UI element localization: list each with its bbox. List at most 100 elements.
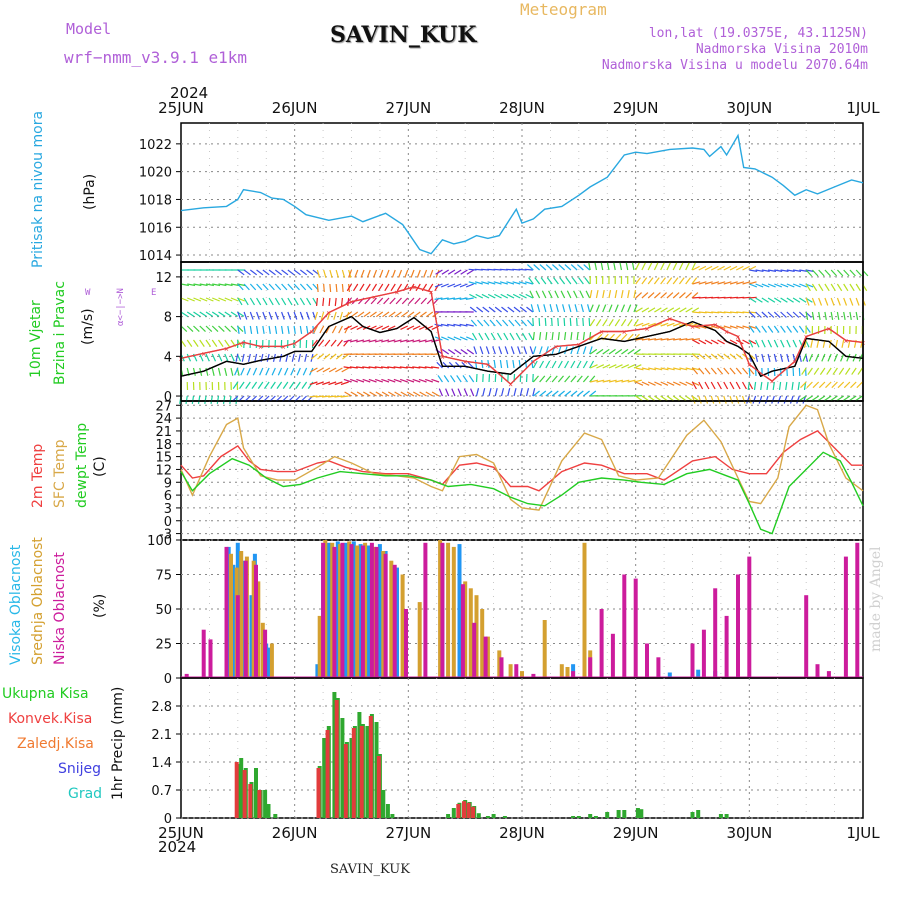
wind-barb <box>691 395 696 404</box>
wind-barb <box>729 395 734 404</box>
wind-barb <box>825 381 832 389</box>
wind-barb <box>205 311 214 317</box>
wind-barb <box>218 311 226 317</box>
bar-4-0 <box>332 692 337 818</box>
wind-barb <box>647 395 656 402</box>
bar-4-0 <box>576 816 581 818</box>
wind-barb <box>479 346 484 355</box>
wind-barb <box>783 395 788 404</box>
bar-3-1 <box>363 542 368 678</box>
wind-barb <box>551 264 559 271</box>
bar-3-1 <box>330 542 335 678</box>
wind-barb <box>224 353 229 362</box>
wind-barb <box>855 297 860 306</box>
wind-barb <box>465 283 474 288</box>
wind-barb <box>578 277 584 285</box>
wind-barb <box>723 367 730 375</box>
wind-barb <box>498 346 503 355</box>
wind-barb <box>287 311 292 320</box>
wind-barb <box>551 360 557 369</box>
wind-barb <box>545 332 548 341</box>
wind-barb <box>368 378 377 383</box>
wind-barb <box>635 277 641 285</box>
wind-barb <box>582 317 584 327</box>
wind-barb <box>406 391 415 397</box>
wind-barb <box>314 311 318 320</box>
wind-barb <box>717 353 725 360</box>
bar-4-0 <box>446 814 451 818</box>
wind-barb <box>836 395 845 401</box>
wind-barb <box>356 339 365 343</box>
bar-3-0 <box>358 544 363 678</box>
bar-4-1 <box>466 802 471 818</box>
wind-barb <box>635 381 644 386</box>
wind-barb <box>381 366 390 369</box>
wind-barb <box>249 325 253 334</box>
wind-barb <box>711 311 720 314</box>
wind-barb <box>685 338 694 341</box>
wind-barb <box>199 325 206 333</box>
wind-barb <box>504 346 509 355</box>
wind-barb <box>447 269 456 275</box>
wind-barb <box>205 367 209 376</box>
wind-barb <box>381 378 390 383</box>
wind-barb <box>217 353 223 362</box>
wind-barb <box>481 293 490 299</box>
wind-barb <box>425 311 434 318</box>
wind-barb <box>608 289 612 299</box>
wind-barb <box>315 395 324 398</box>
wind-barb <box>376 297 384 305</box>
wind-barb <box>747 381 750 390</box>
wind-barb <box>406 366 415 369</box>
wind-barb <box>359 283 365 292</box>
wind-barb <box>249 297 256 306</box>
wind-barb <box>805 297 810 306</box>
wind-barb <box>224 311 232 317</box>
wind-barb <box>857 367 863 375</box>
y-tick-label: 0 <box>164 515 172 530</box>
bar-4-1 <box>462 801 466 818</box>
footer-station: SAVIN_KUK <box>330 862 410 877</box>
wind-barb <box>799 297 807 303</box>
series-line-2-2 <box>180 451 864 535</box>
wind-barb <box>672 381 681 386</box>
wind-barb <box>256 297 262 306</box>
bar-4-0 <box>690 812 695 818</box>
wind-barb <box>507 306 515 313</box>
wind-barb <box>691 381 697 390</box>
wind-barb <box>641 322 650 327</box>
wind-barb <box>262 283 269 291</box>
wind-barb <box>328 381 337 386</box>
wind-barb <box>322 381 331 386</box>
wind-barb <box>792 297 801 303</box>
wind-barb <box>566 290 572 299</box>
wind-barb <box>341 283 344 293</box>
bar-3-1 <box>229 553 233 678</box>
y-tick-label: 12 <box>155 463 172 478</box>
x-tick-label-top: 29JUN <box>613 99 659 117</box>
precip-legend-total: Ukupna Kisa <box>2 686 89 702</box>
wind-barb <box>381 391 390 397</box>
wind-barb <box>377 283 384 292</box>
wind-barb <box>281 283 288 291</box>
wind-barb <box>654 367 663 371</box>
wind-barb <box>335 269 339 278</box>
wind-barb <box>499 360 503 369</box>
wind-barb <box>193 325 200 333</box>
wind-barb <box>685 367 694 371</box>
wind-barb <box>830 269 838 277</box>
wind-barb <box>434 323 443 327</box>
wind-barb <box>432 311 440 318</box>
wind-barb <box>602 304 607 313</box>
wind-barb <box>350 311 359 318</box>
bar-3-1 <box>239 551 244 678</box>
wind-barb <box>811 395 820 401</box>
wind-barb <box>545 390 553 397</box>
wind-barb <box>773 311 781 318</box>
wind-barb <box>621 348 629 355</box>
wind-barb <box>557 390 565 397</box>
wind-barb <box>488 388 492 397</box>
wind-barb <box>544 317 547 327</box>
wind-barb <box>281 297 287 306</box>
wind-barb <box>691 277 698 285</box>
